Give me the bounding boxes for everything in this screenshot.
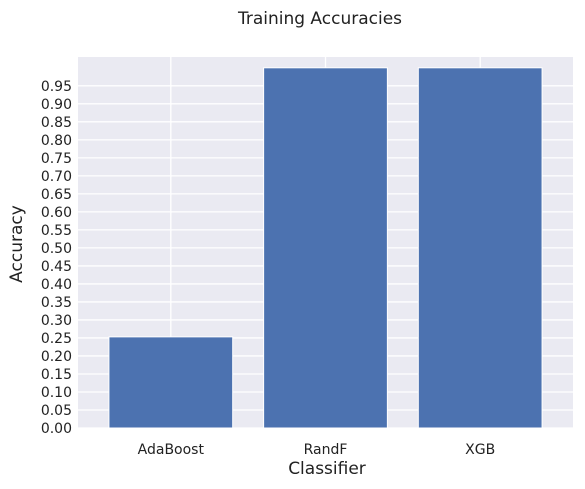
y-tick-label: 0.70	[41, 169, 72, 185]
chart-title: Training Accuracies	[237, 9, 402, 29]
y-tick-label: 0.90	[41, 97, 72, 113]
y-axis-label: Accuracy	[7, 205, 27, 283]
bars	[108, 67, 543, 429]
x-tick-label: XGB	[465, 442, 495, 458]
y-tick-labels: 0.00 0.05 0.10 0.15 0.20 0.25 0.30 0.35 0.40 0.45…	[41, 79, 72, 437]
y-tick-label: 0.40	[41, 277, 72, 293]
y-tick-label: 0.15	[41, 367, 72, 383]
y-tick-label: 0.55	[41, 223, 72, 239]
y-tick-label: 0.00	[41, 421, 72, 437]
y-tick-label: 0.05	[41, 403, 72, 419]
y-tick-label: 0.25	[41, 331, 72, 347]
y-tick-label: 0.30	[41, 313, 72, 329]
y-tick-label: 0.45	[41, 259, 72, 275]
bar-adaboost	[108, 336, 234, 429]
y-tick-label: 0.35	[41, 295, 72, 311]
x-tick-label: RandF	[304, 442, 348, 458]
x-tick-label: AdaBoost	[138, 442, 205, 458]
y-tick-label: 0.95	[41, 79, 72, 95]
bar-randf	[263, 67, 388, 429]
y-tick-label: 0.75	[41, 151, 72, 167]
y-tick-label: 0.85	[41, 115, 72, 131]
y-tick-label: 0.20	[41, 349, 72, 365]
y-tick-label: 0.50	[41, 241, 72, 257]
x-axis-label: Classifier	[288, 459, 366, 479]
x-tick-labels: AdaBoost RandF XGB	[138, 442, 496, 458]
y-tick-label: 0.65	[41, 187, 72, 203]
y-tick-label: 0.10	[41, 385, 72, 401]
bar-xgb	[417, 67, 543, 429]
y-tick-label: 0.80	[41, 133, 72, 149]
y-tick-label: 0.60	[41, 205, 72, 221]
